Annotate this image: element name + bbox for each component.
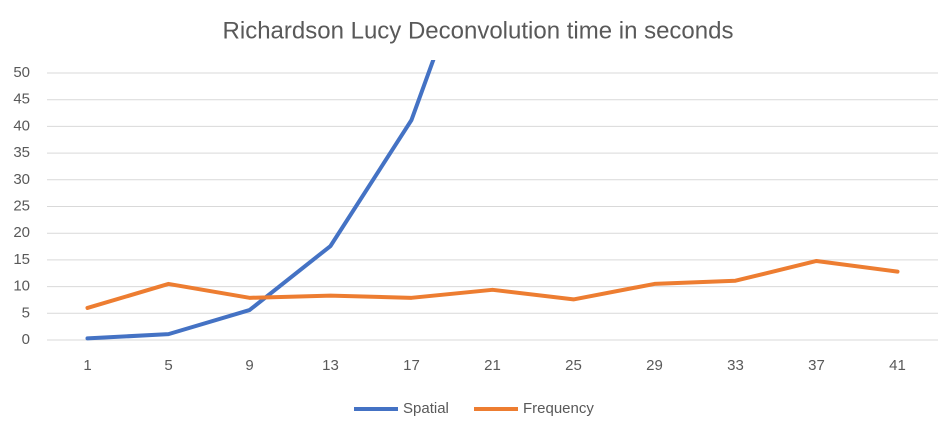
x-tick-label: 33 — [727, 357, 744, 374]
series-line — [85, 258, 900, 310]
x-tick-label: 9 — [245, 357, 253, 374]
x-tick-label: 25 — [565, 357, 582, 374]
x-tick-label: 41 — [889, 357, 906, 374]
x-tick-label: 37 — [808, 357, 825, 374]
y-tick-label: 25 — [13, 197, 30, 214]
y-tick-label: 50 — [13, 64, 30, 81]
y-tick-label: 15 — [13, 251, 30, 268]
y-tick-label: 35 — [13, 144, 30, 161]
y-tick-label: 5 — [22, 304, 30, 321]
legend-label: Frequency — [523, 400, 594, 417]
x-tick-label: 21 — [484, 357, 501, 374]
series-line — [85, 60, 436, 341]
y-tick-label: 45 — [13, 91, 30, 108]
y-tick-label: 40 — [13, 117, 30, 134]
legend-label: Spatial — [403, 400, 449, 417]
x-tick-label: 17 — [403, 357, 420, 374]
x-tick-label: 29 — [646, 357, 663, 374]
chart-title: Richardson Lucy Deconvolution time in se… — [223, 17, 734, 44]
plot-area — [85, 60, 900, 341]
x-tick-label: 13 — [322, 357, 339, 374]
y-tick-label: 20 — [13, 224, 30, 241]
x-tick-label: 1 — [83, 357, 91, 374]
x-tick-label: 5 — [164, 357, 172, 374]
y-tick-label: 10 — [13, 278, 30, 295]
y-tick-label: 30 — [13, 171, 30, 188]
y-tick-label: 0 — [22, 331, 30, 348]
